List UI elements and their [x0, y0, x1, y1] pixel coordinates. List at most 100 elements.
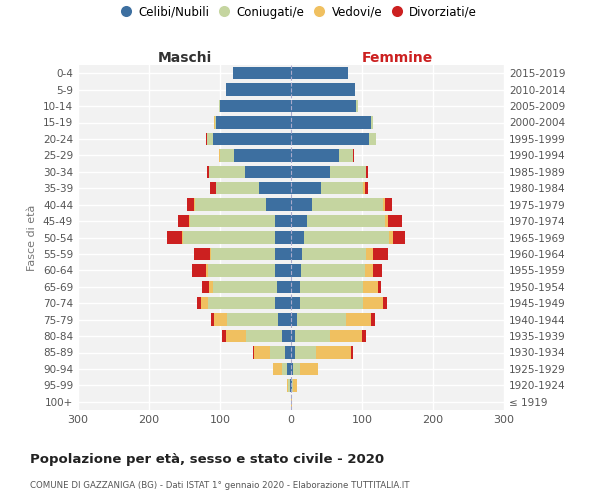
Bar — [299, 297, 364, 310]
Bar — [211, 314, 214, 326]
Y-axis label: Fasce di età: Fasce di età — [28, 204, 37, 270]
Bar — [291, 264, 301, 276]
Bar — [266, 198, 291, 211]
Bar — [210, 182, 216, 194]
Bar — [277, 280, 291, 293]
Bar — [388, 215, 403, 227]
Bar — [220, 100, 291, 112]
Bar — [371, 314, 375, 326]
Bar — [197, 297, 201, 310]
Text: Femmine: Femmine — [362, 51, 433, 65]
Bar — [201, 297, 208, 310]
Bar — [366, 166, 368, 178]
Bar — [291, 84, 355, 96]
Bar — [275, 297, 291, 310]
Bar — [330, 166, 365, 178]
Bar — [194, 198, 195, 211]
Bar — [291, 198, 313, 211]
Bar — [275, 264, 291, 276]
Bar — [293, 363, 300, 375]
Bar — [187, 198, 194, 211]
Bar — [167, 232, 182, 243]
Text: Popolazione per età, sesso e stato civile - 2020: Popolazione per età, sesso e stato civil… — [30, 452, 384, 466]
Bar — [259, 182, 291, 194]
Bar — [213, 133, 291, 145]
Bar — [301, 264, 365, 276]
Bar — [296, 314, 346, 326]
Bar — [287, 379, 288, 392]
Bar — [364, 280, 377, 293]
Bar — [371, 116, 373, 128]
Bar — [210, 248, 211, 260]
Bar — [214, 116, 215, 128]
Bar — [213, 280, 277, 293]
Bar — [194, 248, 210, 260]
Bar — [392, 232, 406, 243]
Bar — [295, 346, 316, 358]
Bar — [291, 215, 307, 227]
Bar — [234, 149, 291, 162]
Legend: Celibi/Nubili, Coniugati/e, Vedovi/e, Divorziati/e: Celibi/Nubili, Coniugati/e, Vedovi/e, Di… — [118, 1, 482, 24]
Bar — [377, 280, 381, 293]
Bar — [283, 330, 291, 342]
Bar — [291, 330, 295, 342]
Bar — [245, 330, 283, 342]
Bar — [389, 232, 392, 243]
Bar — [365, 166, 366, 178]
Bar — [385, 198, 392, 211]
Text: Maschi: Maschi — [157, 51, 212, 65]
Bar — [202, 280, 209, 293]
Bar — [353, 149, 354, 162]
Bar — [216, 182, 217, 194]
Bar — [183, 232, 275, 243]
Bar — [195, 198, 266, 211]
Bar — [226, 84, 291, 96]
Bar — [291, 363, 293, 375]
Bar — [339, 149, 353, 162]
Bar — [275, 215, 291, 227]
Bar — [313, 198, 383, 211]
Bar — [182, 232, 183, 243]
Bar — [291, 116, 371, 128]
Bar — [208, 264, 275, 276]
Bar — [273, 363, 282, 375]
Bar — [304, 232, 389, 243]
Bar — [295, 330, 330, 342]
Bar — [253, 346, 254, 358]
Bar — [291, 280, 299, 293]
Bar — [290, 379, 291, 392]
Bar — [291, 100, 356, 112]
Bar — [364, 297, 383, 310]
Bar — [214, 314, 227, 326]
Bar — [364, 182, 365, 194]
Bar — [218, 149, 219, 162]
Bar — [373, 248, 388, 260]
Bar — [291, 248, 302, 260]
Bar — [291, 166, 330, 178]
Bar — [383, 297, 387, 310]
Bar — [207, 133, 213, 145]
Bar — [293, 379, 296, 392]
Bar — [286, 346, 291, 358]
Bar — [291, 149, 339, 162]
Bar — [366, 248, 373, 260]
Bar — [383, 198, 385, 211]
Bar — [219, 149, 220, 162]
Bar — [291, 314, 296, 326]
Bar — [211, 248, 275, 260]
Bar — [291, 346, 295, 358]
Bar — [373, 264, 382, 276]
Bar — [178, 215, 189, 227]
Bar — [316, 346, 352, 358]
Bar — [362, 330, 365, 342]
Bar — [369, 133, 376, 145]
Bar — [254, 346, 270, 358]
Bar — [233, 67, 291, 80]
Bar — [206, 166, 209, 178]
Bar — [287, 363, 291, 375]
Bar — [270, 346, 286, 358]
Bar — [291, 182, 321, 194]
Bar — [352, 346, 353, 358]
Bar — [291, 232, 304, 243]
Bar — [291, 396, 292, 408]
